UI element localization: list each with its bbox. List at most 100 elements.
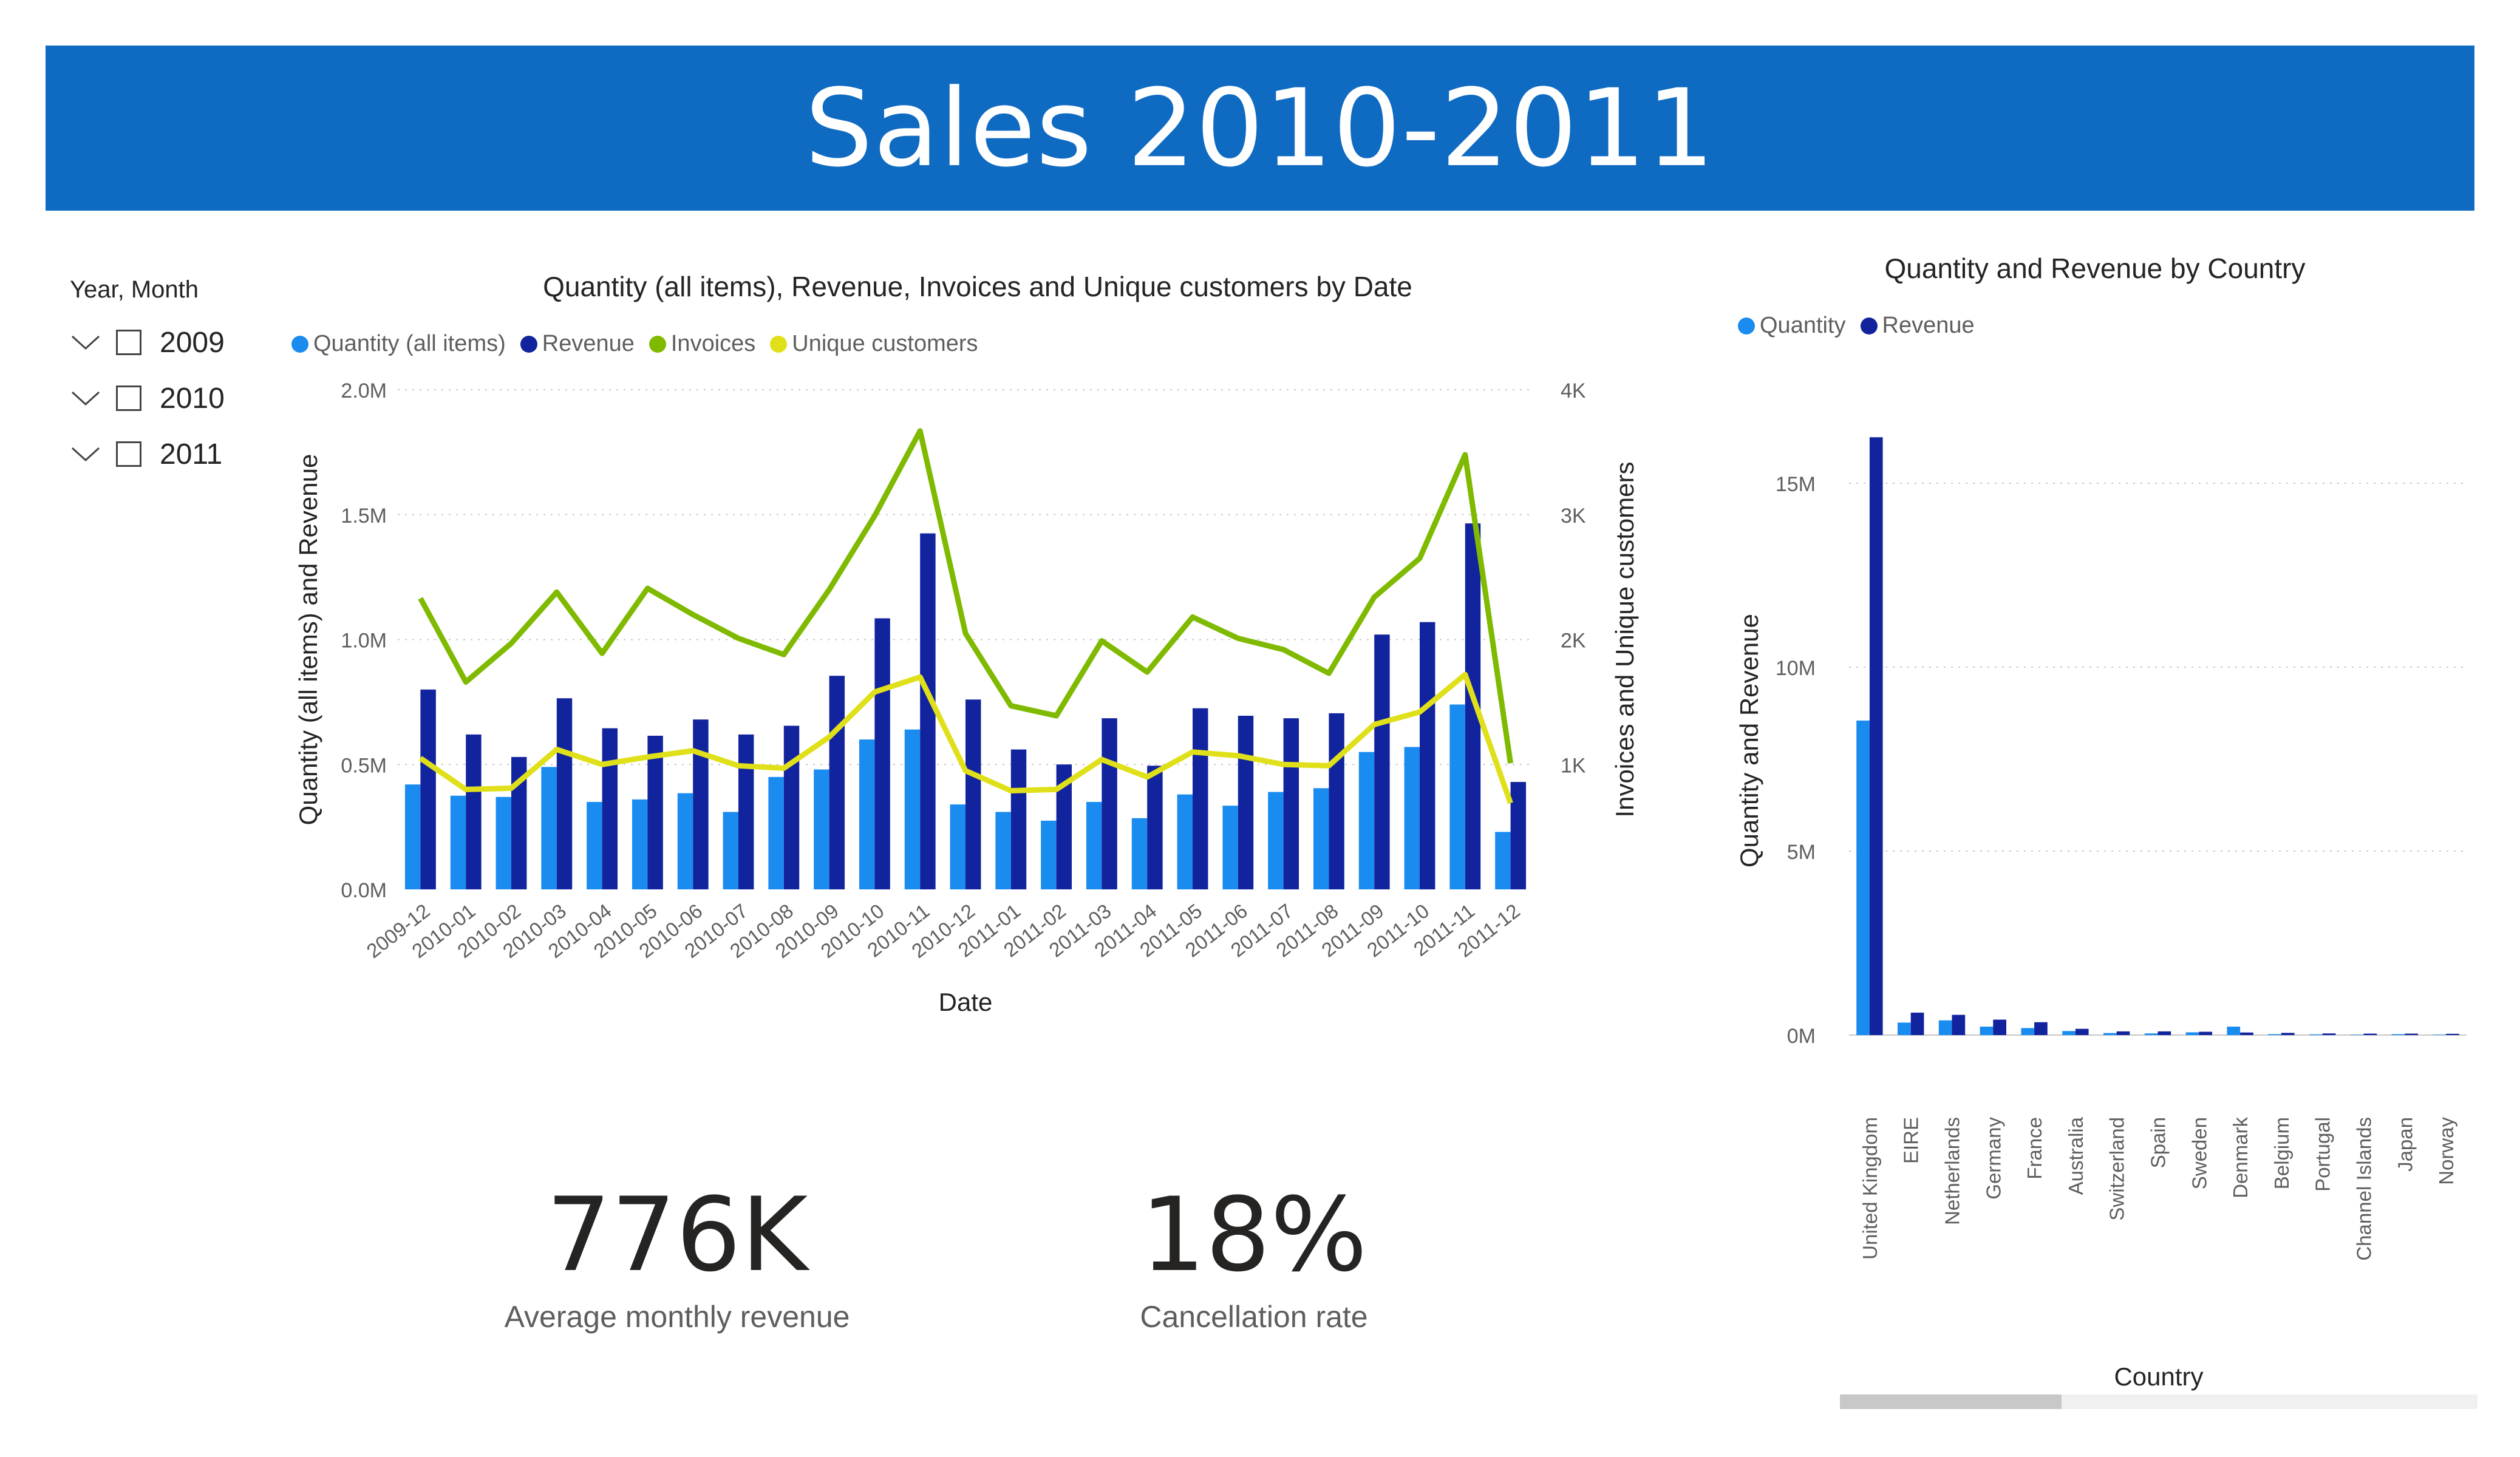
chevron-down-icon[interactable] xyxy=(70,330,101,355)
bar-revenue xyxy=(783,725,800,889)
legend-item-unique-customers[interactable]: Unique customers xyxy=(770,331,978,357)
bar-revenue xyxy=(2157,1031,2171,1035)
y2-axis-title: Invoices and Unique customers xyxy=(1610,462,1639,818)
legend-label: Quantity (all items) xyxy=(313,331,506,356)
y2-tick-label: 2K xyxy=(1561,630,1586,653)
bar-quantity xyxy=(950,804,965,889)
bar-revenue xyxy=(1238,716,1254,889)
y-axis-title: Quantity and Revenue xyxy=(1735,614,1763,868)
bar-quantity xyxy=(1938,1020,1952,1035)
x-tick-label: Belgium xyxy=(2270,1117,2293,1189)
bar-revenue xyxy=(1283,718,1299,889)
bar-quantity xyxy=(1313,788,1329,889)
y2-tick-label: 4K xyxy=(1561,379,1586,402)
kpi-label: Average monthly revenue xyxy=(504,1300,850,1334)
legend-dot xyxy=(291,335,308,353)
country-chart-legend: Quantity Revenue xyxy=(1738,313,1989,339)
bar-quantity xyxy=(1177,794,1193,889)
bar-quantity xyxy=(2227,1027,2241,1035)
legend-label: Unique customers xyxy=(792,331,978,356)
bar-revenue xyxy=(647,735,663,889)
bar-revenue xyxy=(738,734,754,889)
bar-quantity xyxy=(2062,1031,2076,1035)
bar-quantity xyxy=(904,729,921,889)
bar-revenue xyxy=(693,719,709,889)
bar-quantity xyxy=(2268,1034,2281,1035)
x-tick-label: Netherlands xyxy=(1941,1117,1964,1225)
bar-revenue xyxy=(1869,437,1883,1035)
legend-dot xyxy=(520,335,537,353)
report-title: Sales 2010-2011 xyxy=(805,66,1715,191)
legend-dot xyxy=(1738,317,1755,335)
bar-quantity xyxy=(1041,820,1057,889)
bar-quantity xyxy=(1222,806,1238,889)
slicer-item-label: 2011 xyxy=(160,438,223,470)
y-axis-title: Quantity (all items) and Revenue xyxy=(294,454,322,826)
bar-revenue xyxy=(920,533,936,889)
legend-label: Invoices xyxy=(670,331,756,356)
y-tick-label: 5M xyxy=(1787,841,1816,864)
kpi-average-monthly-revenue: 776K Average monthly revenue xyxy=(465,1184,890,1334)
bar-revenue xyxy=(1147,766,1163,889)
bar-revenue xyxy=(1510,782,1527,889)
bar-revenue xyxy=(2322,1033,2336,1035)
checkbox-2010[interactable] xyxy=(116,385,141,411)
slicer-item-2010[interactable]: 2010 xyxy=(70,370,264,426)
slicer-item-2011[interactable]: 2011 xyxy=(70,426,264,482)
kpi-value: 776K xyxy=(546,1175,808,1294)
chevron-down-icon[interactable] xyxy=(70,386,101,410)
legend-item-quantity[interactable]: Quantity xyxy=(1738,313,1846,339)
bar-revenue xyxy=(1102,718,1117,889)
x-tick-label: Japan xyxy=(2394,1117,2416,1172)
slicer-item-label: 2009 xyxy=(160,326,225,359)
legend-item-quantity[interactable]: Quantity (all items) xyxy=(291,331,506,357)
line-unique-customers xyxy=(418,671,1513,804)
bar-revenue xyxy=(602,728,618,889)
kpi-value: 18% xyxy=(1140,1175,1367,1294)
y-tick-label: 1.5M xyxy=(341,504,387,528)
bar-quantity xyxy=(2391,1034,2405,1035)
bar-quantity xyxy=(1358,752,1375,889)
bar-quantity xyxy=(632,799,648,889)
bar-quantity xyxy=(1131,818,1148,889)
legend-item-revenue[interactable]: Revenue xyxy=(520,331,635,357)
line-invoices xyxy=(418,428,1514,764)
bar-revenue xyxy=(2075,1028,2089,1035)
bar-revenue xyxy=(1420,622,1435,889)
x-tick-label: Germany xyxy=(1982,1117,2004,1200)
bar-revenue xyxy=(2405,1033,2418,1035)
bar-quantity xyxy=(1086,801,1102,889)
bar-quantity xyxy=(859,739,875,889)
bar-quantity xyxy=(1404,747,1420,889)
x-tick-label: Australia xyxy=(2065,1116,2087,1195)
legend-item-invoices[interactable]: Invoices xyxy=(649,331,755,357)
y2-tick-label: 3K xyxy=(1561,504,1586,528)
bar-revenue xyxy=(2240,1032,2253,1035)
chevron-down-icon[interactable] xyxy=(70,442,101,466)
bar-revenue xyxy=(2034,1022,2048,1035)
legend-dot xyxy=(1860,317,1878,335)
checkbox-2009[interactable] xyxy=(116,330,141,355)
bar-revenue xyxy=(1910,1013,1924,1035)
bar-quantity xyxy=(587,801,602,889)
x-tick-label: France xyxy=(2023,1117,2046,1180)
bar-quantity xyxy=(404,784,421,889)
x-tick-label: Switzerland xyxy=(2106,1117,2128,1221)
slicer-item-label: 2010 xyxy=(160,382,225,415)
bar-revenue xyxy=(1993,1019,2006,1035)
bar-revenue xyxy=(1193,708,1208,889)
x-axis-title: Date xyxy=(939,988,993,1016)
bar-quantity xyxy=(723,812,738,889)
legend-item-revenue[interactable]: Revenue xyxy=(1860,313,1975,339)
slicer-item-2009[interactable]: 2009 xyxy=(70,314,264,370)
bar-quantity xyxy=(2309,1034,2323,1035)
bar-quantity xyxy=(1268,792,1284,889)
country-chart-scrollbar-thumb[interactable] xyxy=(1840,1394,2062,1409)
bar-revenue xyxy=(874,618,890,889)
x-tick-label: Norway xyxy=(2435,1117,2457,1185)
bar-revenue xyxy=(1952,1014,1966,1035)
y-tick-label: 2.0M xyxy=(341,379,387,402)
checkbox-2011[interactable] xyxy=(116,441,141,467)
